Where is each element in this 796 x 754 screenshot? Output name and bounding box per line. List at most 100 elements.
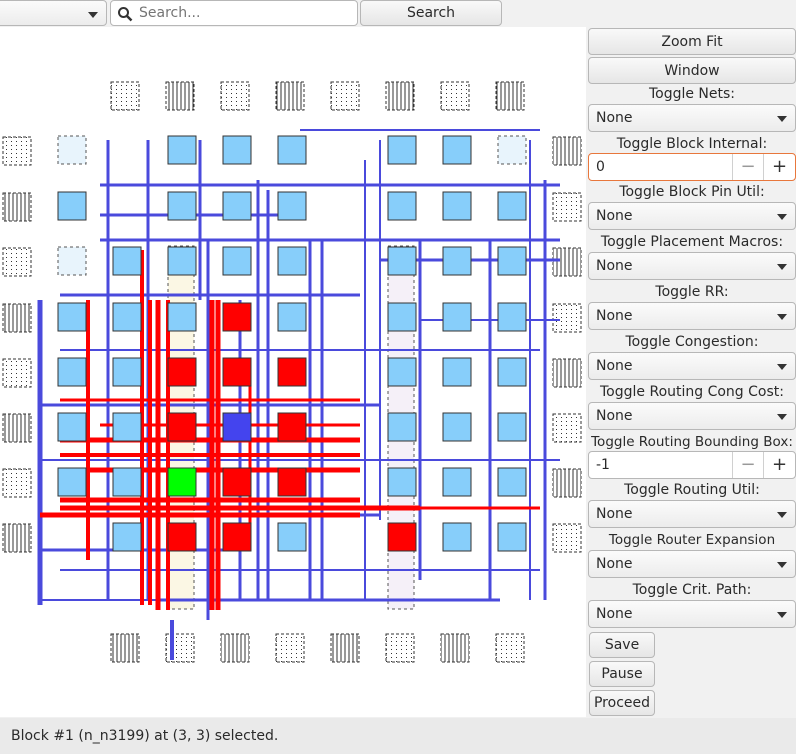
io-pad [275,81,305,111]
io-pad [110,633,140,663]
minus-icon[interactable]: − [732,154,763,180]
chevron-down-icon [777,512,787,518]
toggle-block-internal-spinner[interactable]: 0 − + [588,153,796,181]
clb-block [387,191,417,221]
window-button[interactable]: Window [588,57,796,84]
io-pad [110,81,140,111]
layer-dropdown[interactable] [0,0,107,26]
toggle-congestion-dropdown[interactable]: None [588,352,796,380]
io-pad [495,633,525,663]
io-pad [552,192,582,222]
io-pad [2,358,32,388]
io-pad [552,413,582,443]
clb-block [277,246,307,276]
toggle-crit-path-dropdown[interactable]: None [588,600,796,628]
toggle-nets-dropdown[interactable]: None [588,104,796,132]
clb-block [497,302,527,332]
toggle-block-pin-util-dropdown[interactable]: None [588,202,796,230]
clb-block [57,412,87,442]
io-pad [275,633,305,663]
clb-block [277,135,307,165]
clb-block [112,467,142,497]
minus-icon[interactable]: − [732,452,763,478]
io-pad [2,247,32,277]
toggle-block-pin-util-label: Toggle Block Pin Util: [619,184,765,200]
clb-block [277,412,307,442]
toggle-router-expansion-costs-dropdown[interactable]: None [588,550,796,578]
clb-block [112,302,142,332]
io-pad [495,81,525,111]
io-pad [552,303,582,333]
plus-icon[interactable]: + [763,154,795,180]
toggle-rr-dropdown[interactable]: None [588,302,796,330]
empty-clb [57,135,87,165]
clb-block [222,412,252,442]
clb-block [387,522,417,552]
clb-block [222,467,252,497]
toggle-routing-bounding-box-value[interactable]: -1 [596,457,610,473]
search-icon [118,7,133,22]
clb-block [222,522,252,552]
io-pad [2,303,32,333]
io-pad [385,81,415,111]
search-box[interactable] [110,0,358,26]
clb-block [497,357,527,387]
clb-block [222,191,252,221]
toggle-routing-cong-cost-dropdown[interactable]: None [588,402,796,430]
io-pad [440,633,470,663]
clb-block [167,302,197,332]
clb-block [387,467,417,497]
clb-block [222,246,252,276]
toggle-routing-util-value: None [596,506,633,522]
toggle-placement-macros-label: Toggle Placement Macros: [600,234,784,250]
pause-button[interactable]: Pause [589,661,655,687]
search-button[interactable]: Search [360,0,502,26]
proceed-button[interactable]: Proceed [589,690,655,716]
fpga-layout[interactable] [0,27,586,717]
clb-block [442,412,472,442]
clb-block [442,246,472,276]
search-input[interactable] [137,4,351,22]
clb-block [112,357,142,387]
clb-block [497,467,527,497]
clb-block [167,467,197,497]
io-pad [2,192,32,222]
clb-block [57,302,87,332]
toggle-crit-path-value: None [596,606,633,622]
toggle-congestion-value: None [596,358,633,374]
io-pad [552,136,582,166]
toggle-placement-macros-dropdown[interactable]: None [588,252,796,280]
toggle-rr-label: Toggle RR: [655,284,729,300]
io-pad [385,633,415,663]
clb-block [57,357,87,387]
io-pad [165,81,195,111]
clb-block [442,135,472,165]
clb-block [167,135,197,165]
io-pad [552,523,582,553]
io-pad [552,247,582,277]
clb-block [277,302,307,332]
status-bar: Block #1 (n_n3199) at (3, 3) selected. [0,718,796,754]
clb-block [277,522,307,552]
clb-block [387,357,417,387]
toggle-block-internal-value[interactable]: 0 [596,159,605,175]
clb-block [167,246,197,276]
toggle-routing-bounding-box-label: Toggle Routing Bounding Box: [591,434,793,450]
fpga-canvas[interactable] [0,27,586,717]
toggle-routing-cong-cost-label: Toggle Routing Cong Cost: [600,384,784,400]
clb-block [112,412,142,442]
io-pad [220,81,250,111]
toggle-routing-util-dropdown[interactable]: None [588,500,796,528]
clb-block [112,246,142,276]
clb-block [222,357,252,387]
clb-block [387,302,417,332]
chevron-down-icon [777,414,787,420]
clb-block [57,467,87,497]
toggle-routing-bounding-box-spinner[interactable]: -1 − + [588,451,796,479]
zoom-fit-button[interactable]: Zoom Fit [588,28,796,55]
clb-block [167,522,197,552]
save-button[interactable]: Save [589,632,655,658]
io-pad [220,633,250,663]
clb-block [497,246,527,276]
plus-icon[interactable]: + [763,452,795,478]
